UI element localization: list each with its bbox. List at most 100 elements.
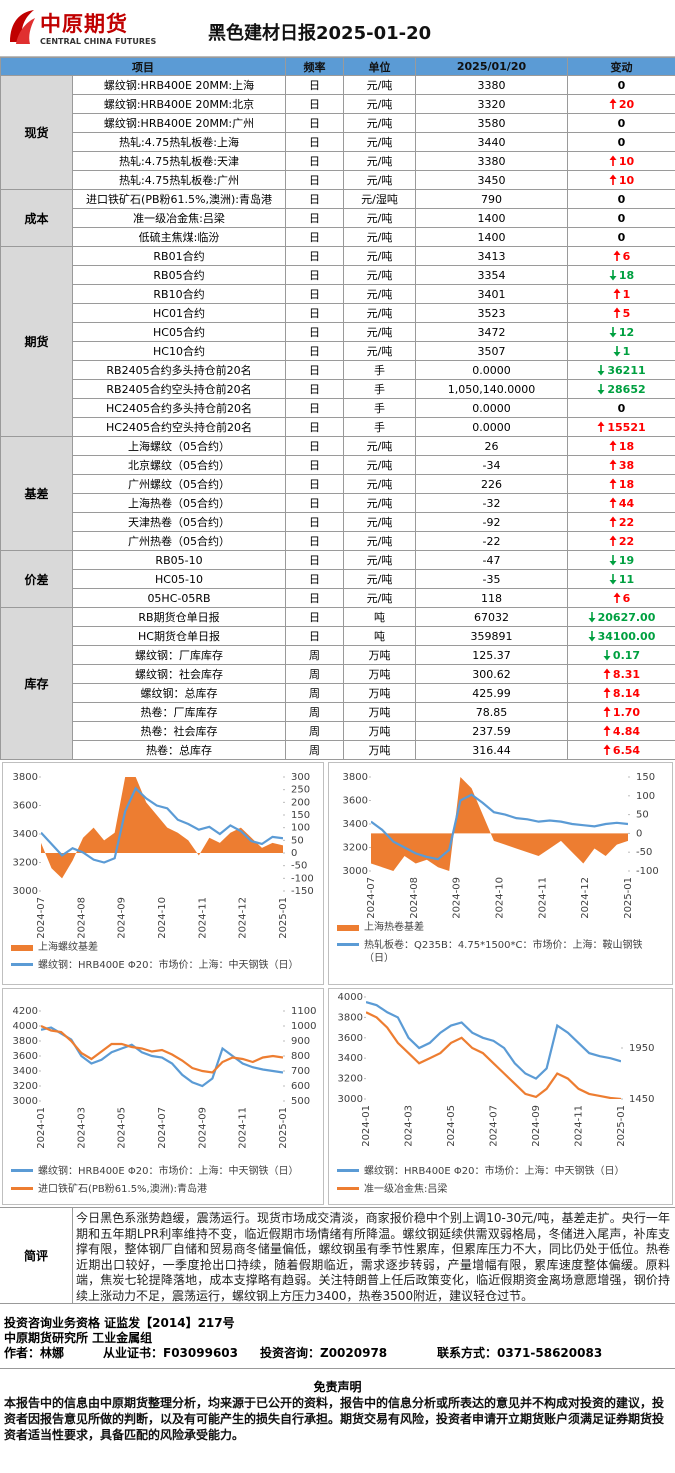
change-cell: 0	[567, 113, 675, 133]
freq-cell: 日	[285, 265, 344, 285]
unit-cell: 元/吨	[343, 512, 416, 532]
item-cell: 热轧:4.75热轧板卷:天津	[72, 151, 286, 171]
unit-cell: 元/吨	[343, 303, 416, 323]
unit-cell: 元/吨	[343, 132, 416, 152]
arrow-head	[609, 440, 617, 445]
item-cell: HC05-10	[72, 569, 286, 589]
change-arrow	[609, 98, 617, 109]
unit-cell: 元/吨	[343, 569, 416, 589]
value-cell: 359891	[415, 626, 568, 646]
y2-tick-label: 50	[636, 810, 649, 821]
unit-cell: 元/吨	[343, 246, 416, 266]
table-row: 低硫主焦煤:临汾日元/吨 1400 0	[1, 227, 675, 247]
change-value: 0	[617, 78, 626, 92]
certificate: 从业证书：F03099603	[103, 1346, 238, 1360]
change-cell: 44	[567, 493, 675, 513]
unit-cell: 万吨	[343, 664, 416, 684]
change-arrow	[603, 744, 611, 755]
arrow-head	[597, 370, 605, 375]
arrow-head	[609, 459, 617, 464]
review-text: 今日黑色系涨势趋缓，震荡运行。现货市场成交清淡，商家报价稳中个别上调10-30元…	[76, 1211, 670, 1303]
unit-cell: 元/吨	[343, 265, 416, 285]
freq-cell: 日	[285, 94, 344, 114]
x-tick-label: 2024-05	[117, 1107, 128, 1149]
arrow-head	[609, 497, 617, 502]
x-tick-label: 2024-12	[238, 897, 249, 939]
change-arrow	[609, 573, 617, 584]
change-arrow	[588, 630, 596, 641]
y2-tick-label: 300	[291, 772, 310, 783]
change-value: 8.31	[612, 667, 641, 681]
table-row: HC01合约日元/吨 3523 5	[1, 303, 675, 323]
value-cell: 425.99	[415, 683, 568, 703]
legend-label: 准一级冶金焦:吕梁	[364, 1184, 448, 1195]
x-tick-label: 2024-09	[452, 877, 463, 919]
group-cell: 价差	[0, 550, 73, 608]
x-tick-label: 2024-09	[531, 1105, 542, 1147]
y-tick-label: 3400	[13, 1066, 38, 1077]
y-tick-label: 3000	[338, 1094, 363, 1105]
value-cell: 0.0000	[415, 398, 568, 418]
y2-tick-label: -50	[291, 861, 307, 872]
y-tick-label: 3800	[343, 772, 368, 783]
department: 中原期货研究所 工业金属组	[4, 1331, 153, 1345]
table-row: 螺纹钢：社会库存周万吨 300.62 8.31	[1, 664, 675, 684]
contact: 联系方式：0371-58620083	[437, 1346, 603, 1360]
value-cell: 78.85	[415, 702, 568, 722]
value-cell: 3380	[415, 75, 568, 95]
y-tick-label: 4000	[338, 992, 363, 1003]
arrow-head	[609, 535, 617, 540]
y2-tick-label: 700	[291, 1066, 310, 1077]
table-row: 期货 RB01合约日元/吨 3413 6	[0, 246, 675, 437]
table-row: 广州螺纹（05合约）日元/吨 226 18	[1, 474, 675, 494]
arrow-head	[609, 174, 617, 179]
unit-cell: 万吨	[343, 740, 416, 760]
y-tick-label: 3000	[343, 866, 368, 877]
item-cell: RB2405合约多头持仓前20名	[72, 360, 286, 380]
value-cell: 3507	[415, 341, 568, 361]
change-value: 0	[617, 116, 626, 130]
value-cell: 790	[415, 189, 568, 209]
arrow-head	[609, 560, 617, 565]
item-cell: 天津热卷（05合约）	[72, 512, 286, 532]
change-arrow	[613, 307, 621, 318]
table-row: HC期货仓单日报日吨 359891 34100.00	[1, 626, 675, 646]
y-tick-label: 3600	[343, 796, 368, 807]
change-arrow	[588, 611, 596, 622]
change-cell: 5	[567, 303, 675, 323]
change-cell: 6	[567, 246, 675, 266]
change-arrow	[613, 345, 621, 356]
data-table: 项目 频率 单位 2025/01/20 变动 现货 螺纹钢:HRB400E 20M…	[0, 57, 675, 760]
change-cell: 22	[567, 531, 675, 551]
change-cell: 18	[567, 474, 675, 494]
y2-tick-label: 800	[291, 1051, 310, 1062]
change-cell: 20	[567, 94, 675, 114]
value-cell: -22	[415, 531, 568, 551]
y-tick-label: 3000	[13, 886, 38, 897]
change-value: 12	[618, 325, 635, 339]
x-tick-label: 2024-07	[366, 877, 377, 919]
table-row: 螺纹钢：总库存周万吨 425.99 8.14	[1, 683, 675, 703]
legend-swatch	[11, 1187, 33, 1190]
group-cell: 现货	[0, 75, 73, 190]
change-value: 10	[618, 154, 635, 168]
value-cell: 1,050,140.0000	[415, 379, 568, 399]
y-tick-label: 3400	[343, 819, 368, 830]
chart: 3000 3200 3400 3600 3800 -150 -100 -50 0 50 100 150…	[2, 762, 324, 985]
change-cell: 12	[567, 322, 675, 342]
table-row: 热轧:4.75热轧板卷:上海日元/吨 3440 0	[1, 132, 675, 152]
line	[41, 786, 283, 864]
legend-swatch	[337, 943, 359, 946]
y2-tick-label: 0	[291, 848, 297, 859]
item-cell: RB05-10	[72, 550, 286, 570]
freq-cell: 日	[285, 303, 344, 323]
change-value: 0	[617, 135, 626, 149]
line	[366, 1001, 621, 1080]
value-cell: -32	[415, 493, 568, 513]
change-arrow	[609, 497, 617, 508]
change-arrow	[597, 383, 605, 394]
change-arrow	[603, 668, 611, 679]
freq-cell: 日	[285, 436, 344, 456]
change-value: 0	[617, 401, 626, 415]
